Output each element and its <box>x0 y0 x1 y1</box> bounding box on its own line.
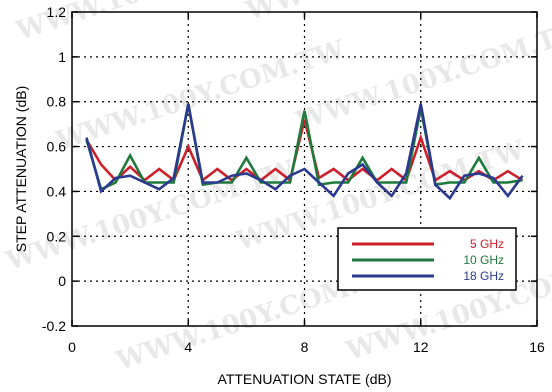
y-tick-label: 0 <box>58 273 66 289</box>
legend: 5 GHz 10 GHz 18 GHz <box>337 227 517 291</box>
series-line-10-ghz <box>85 103 523 192</box>
x-tick-label: 16 <box>529 339 545 355</box>
legend-label: 18 GHz <box>463 269 504 283</box>
tick-layer: 0 4 8 12 16-0.200.20.40.60.811.2 <box>42 4 545 355</box>
y-tick-label: 1 <box>58 49 66 65</box>
y-tick-label: 0.8 <box>47 94 67 110</box>
x-tick-label: 4 <box>184 339 192 355</box>
x-axis-label: ATTENUATION STATE (dB) <box>218 371 392 387</box>
series-layer <box>85 103 524 201</box>
series-line-5-ghz <box>85 119 524 183</box>
legend-label: 5 GHz <box>470 237 504 251</box>
watermark-text: WWW.100Y.COM.TW <box>242 0 539 27</box>
x-tick-label: 8 <box>301 339 309 355</box>
y-tick-label: 0.4 <box>47 183 67 199</box>
series-line-18-ghz <box>85 103 524 201</box>
legend-label: 10 GHz <box>463 253 504 267</box>
x-tick-label: 12 <box>413 339 429 355</box>
y-tick-label: 0.2 <box>47 228 67 244</box>
y-axis-label: STEP ATTENUATION (dB) <box>13 86 29 252</box>
y-tick-label: 1.2 <box>47 4 67 20</box>
y-tick-label: -0.2 <box>42 318 66 334</box>
x-tick-label: 0 <box>68 339 76 355</box>
y-tick-label: 0.6 <box>47 139 67 155</box>
